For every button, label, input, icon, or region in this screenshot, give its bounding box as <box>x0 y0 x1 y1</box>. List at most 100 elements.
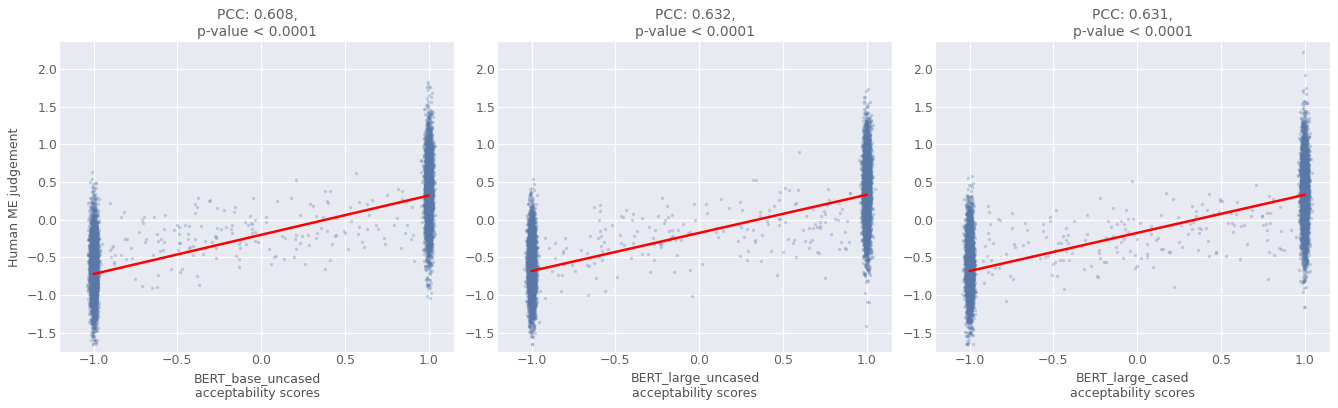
Point <box>83 262 104 268</box>
Point <box>82 224 103 231</box>
Point <box>1294 185 1315 191</box>
Point <box>1293 275 1314 282</box>
Point <box>519 317 541 324</box>
Point <box>415 224 436 231</box>
Point <box>1293 177 1314 183</box>
Point <box>860 195 882 201</box>
Point <box>523 255 545 262</box>
Point <box>82 273 103 279</box>
Point <box>1297 177 1318 184</box>
Point <box>859 211 880 217</box>
Point <box>650 195 672 201</box>
Point <box>417 230 439 237</box>
Point <box>677 230 698 236</box>
Point <box>959 269 981 276</box>
Point <box>1050 240 1072 246</box>
Point <box>523 261 545 267</box>
Point <box>1121 178 1143 184</box>
Point <box>1294 131 1315 138</box>
Point <box>856 203 878 209</box>
Point <box>417 213 439 220</box>
Point <box>520 258 542 264</box>
Point <box>417 208 439 215</box>
Point <box>83 212 104 218</box>
Point <box>84 263 106 270</box>
Point <box>957 254 978 261</box>
Point <box>82 307 103 313</box>
Point <box>419 178 440 184</box>
Point <box>854 214 875 220</box>
Point <box>1294 212 1315 218</box>
Point <box>417 184 439 191</box>
Point <box>520 276 542 283</box>
Point <box>1291 179 1313 185</box>
Point <box>520 225 542 231</box>
Point <box>82 239 103 245</box>
Point <box>961 275 982 282</box>
Point <box>522 253 543 259</box>
Point <box>520 236 542 243</box>
Point <box>856 200 878 206</box>
Point <box>1293 202 1314 208</box>
Point <box>962 265 983 271</box>
Point <box>523 262 545 269</box>
Point <box>1290 171 1311 177</box>
Point <box>83 221 104 228</box>
Point <box>1299 129 1321 136</box>
Point <box>84 309 106 315</box>
Point <box>959 255 981 261</box>
Point <box>1294 110 1315 117</box>
Point <box>1293 145 1314 151</box>
Point <box>523 244 545 251</box>
Point <box>416 218 438 224</box>
Point <box>858 193 879 199</box>
Point <box>1294 221 1315 227</box>
Point <box>858 179 879 186</box>
Point <box>416 181 438 187</box>
Point <box>415 183 436 190</box>
Point <box>958 253 979 260</box>
Point <box>1295 162 1317 169</box>
Point <box>518 286 539 293</box>
Point <box>523 281 545 287</box>
Point <box>523 266 545 272</box>
Point <box>420 130 442 136</box>
Point <box>519 241 541 248</box>
Point <box>518 260 539 267</box>
Point <box>520 229 542 235</box>
Point <box>858 205 879 212</box>
Point <box>86 289 107 296</box>
Point <box>519 262 541 268</box>
Point <box>520 281 542 287</box>
Point <box>858 164 879 170</box>
Point <box>83 284 104 290</box>
Point <box>854 239 875 246</box>
Point <box>417 236 439 243</box>
Point <box>522 273 543 279</box>
Point <box>520 257 542 264</box>
Point <box>1295 191 1317 198</box>
Point <box>417 139 439 145</box>
Point <box>522 251 543 257</box>
Point <box>419 214 440 221</box>
Point <box>859 192 880 199</box>
Point <box>1294 173 1315 180</box>
Point <box>523 302 545 309</box>
Point <box>522 208 543 215</box>
Point <box>856 122 878 129</box>
Point <box>1291 144 1313 151</box>
Point <box>420 181 442 187</box>
Point <box>854 213 875 220</box>
Point <box>420 154 442 161</box>
Point <box>419 189 440 195</box>
Point <box>963 258 985 264</box>
Point <box>423 206 444 212</box>
Point <box>961 271 982 277</box>
Point <box>959 305 981 312</box>
Point <box>82 259 103 265</box>
Point <box>524 237 546 244</box>
Point <box>83 243 104 249</box>
Point <box>859 167 880 173</box>
Point <box>1293 201 1314 208</box>
Point <box>82 231 103 237</box>
